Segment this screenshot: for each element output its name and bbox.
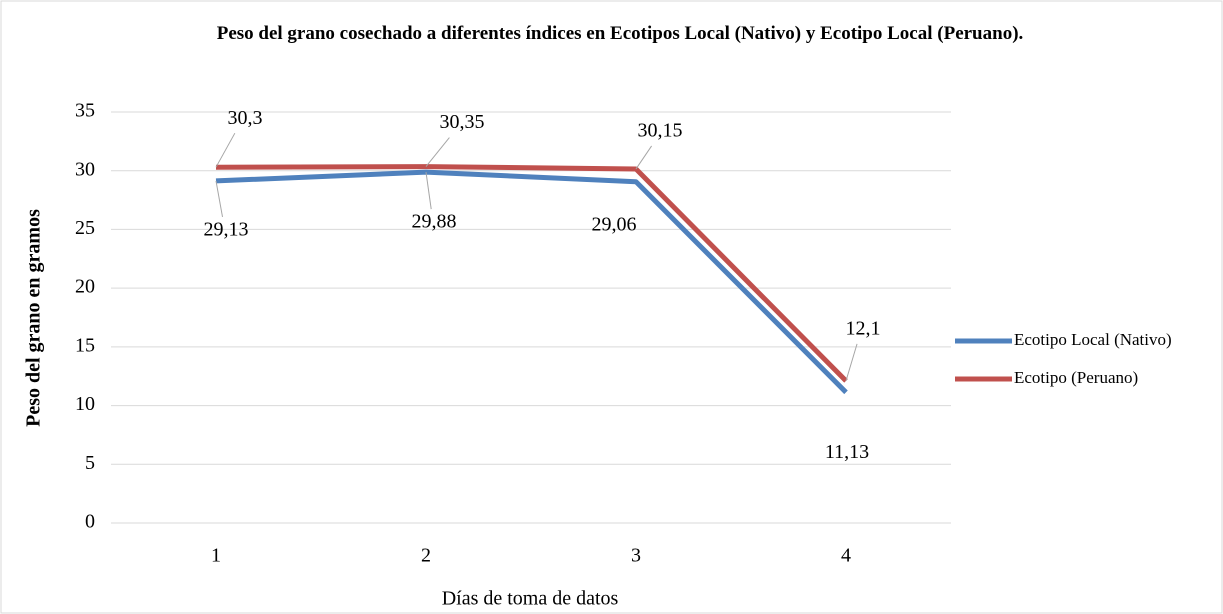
x-tick-label: 4 <box>841 545 851 567</box>
leader-line <box>845 343 858 382</box>
y-axis-label: Peso del grano en gramos <box>23 209 45 427</box>
y-tick-label: 0 <box>85 511 95 533</box>
y-tick-label: 10 <box>75 393 95 415</box>
data-label: 30,35 <box>440 111 485 133</box>
data-label: 30,3 <box>228 107 263 129</box>
leader-line <box>215 132 236 168</box>
legend-label: Ecotipo (Peruano) <box>1014 368 1138 387</box>
data-label: 11,13 <box>825 441 869 463</box>
y-tick-label: 35 <box>75 100 95 122</box>
leader-line <box>635 145 653 170</box>
data-label: 29,06 <box>592 213 637 235</box>
chart-title: Peso del grano cosechado a diferentes ín… <box>216 23 1024 44</box>
y-tick-label: 25 <box>75 217 95 239</box>
data-label: 29,13 <box>204 219 249 241</box>
data-label: 29,88 <box>412 211 457 233</box>
x-tick-label: 3 <box>631 545 641 567</box>
y-tick-label: 5 <box>85 452 95 474</box>
legend-label: Ecotipo Local (Nativo) <box>1014 330 1172 349</box>
leader-line <box>215 180 223 218</box>
data-label: 12,1 <box>846 318 881 340</box>
x-tick-label: 1 <box>211 545 221 567</box>
data-label: 30,15 <box>638 120 683 142</box>
y-tick-label: 30 <box>75 158 95 180</box>
y-tick-label: 15 <box>75 334 95 356</box>
x-tick-label: 2 <box>421 545 431 567</box>
leader-line <box>425 137 450 167</box>
leader-line <box>425 172 432 210</box>
series-line <box>215 164 848 383</box>
y-tick-label: 20 <box>75 276 95 298</box>
series-line <box>215 169 848 395</box>
x-axis-label: Días de toma de datos <box>442 588 619 610</box>
